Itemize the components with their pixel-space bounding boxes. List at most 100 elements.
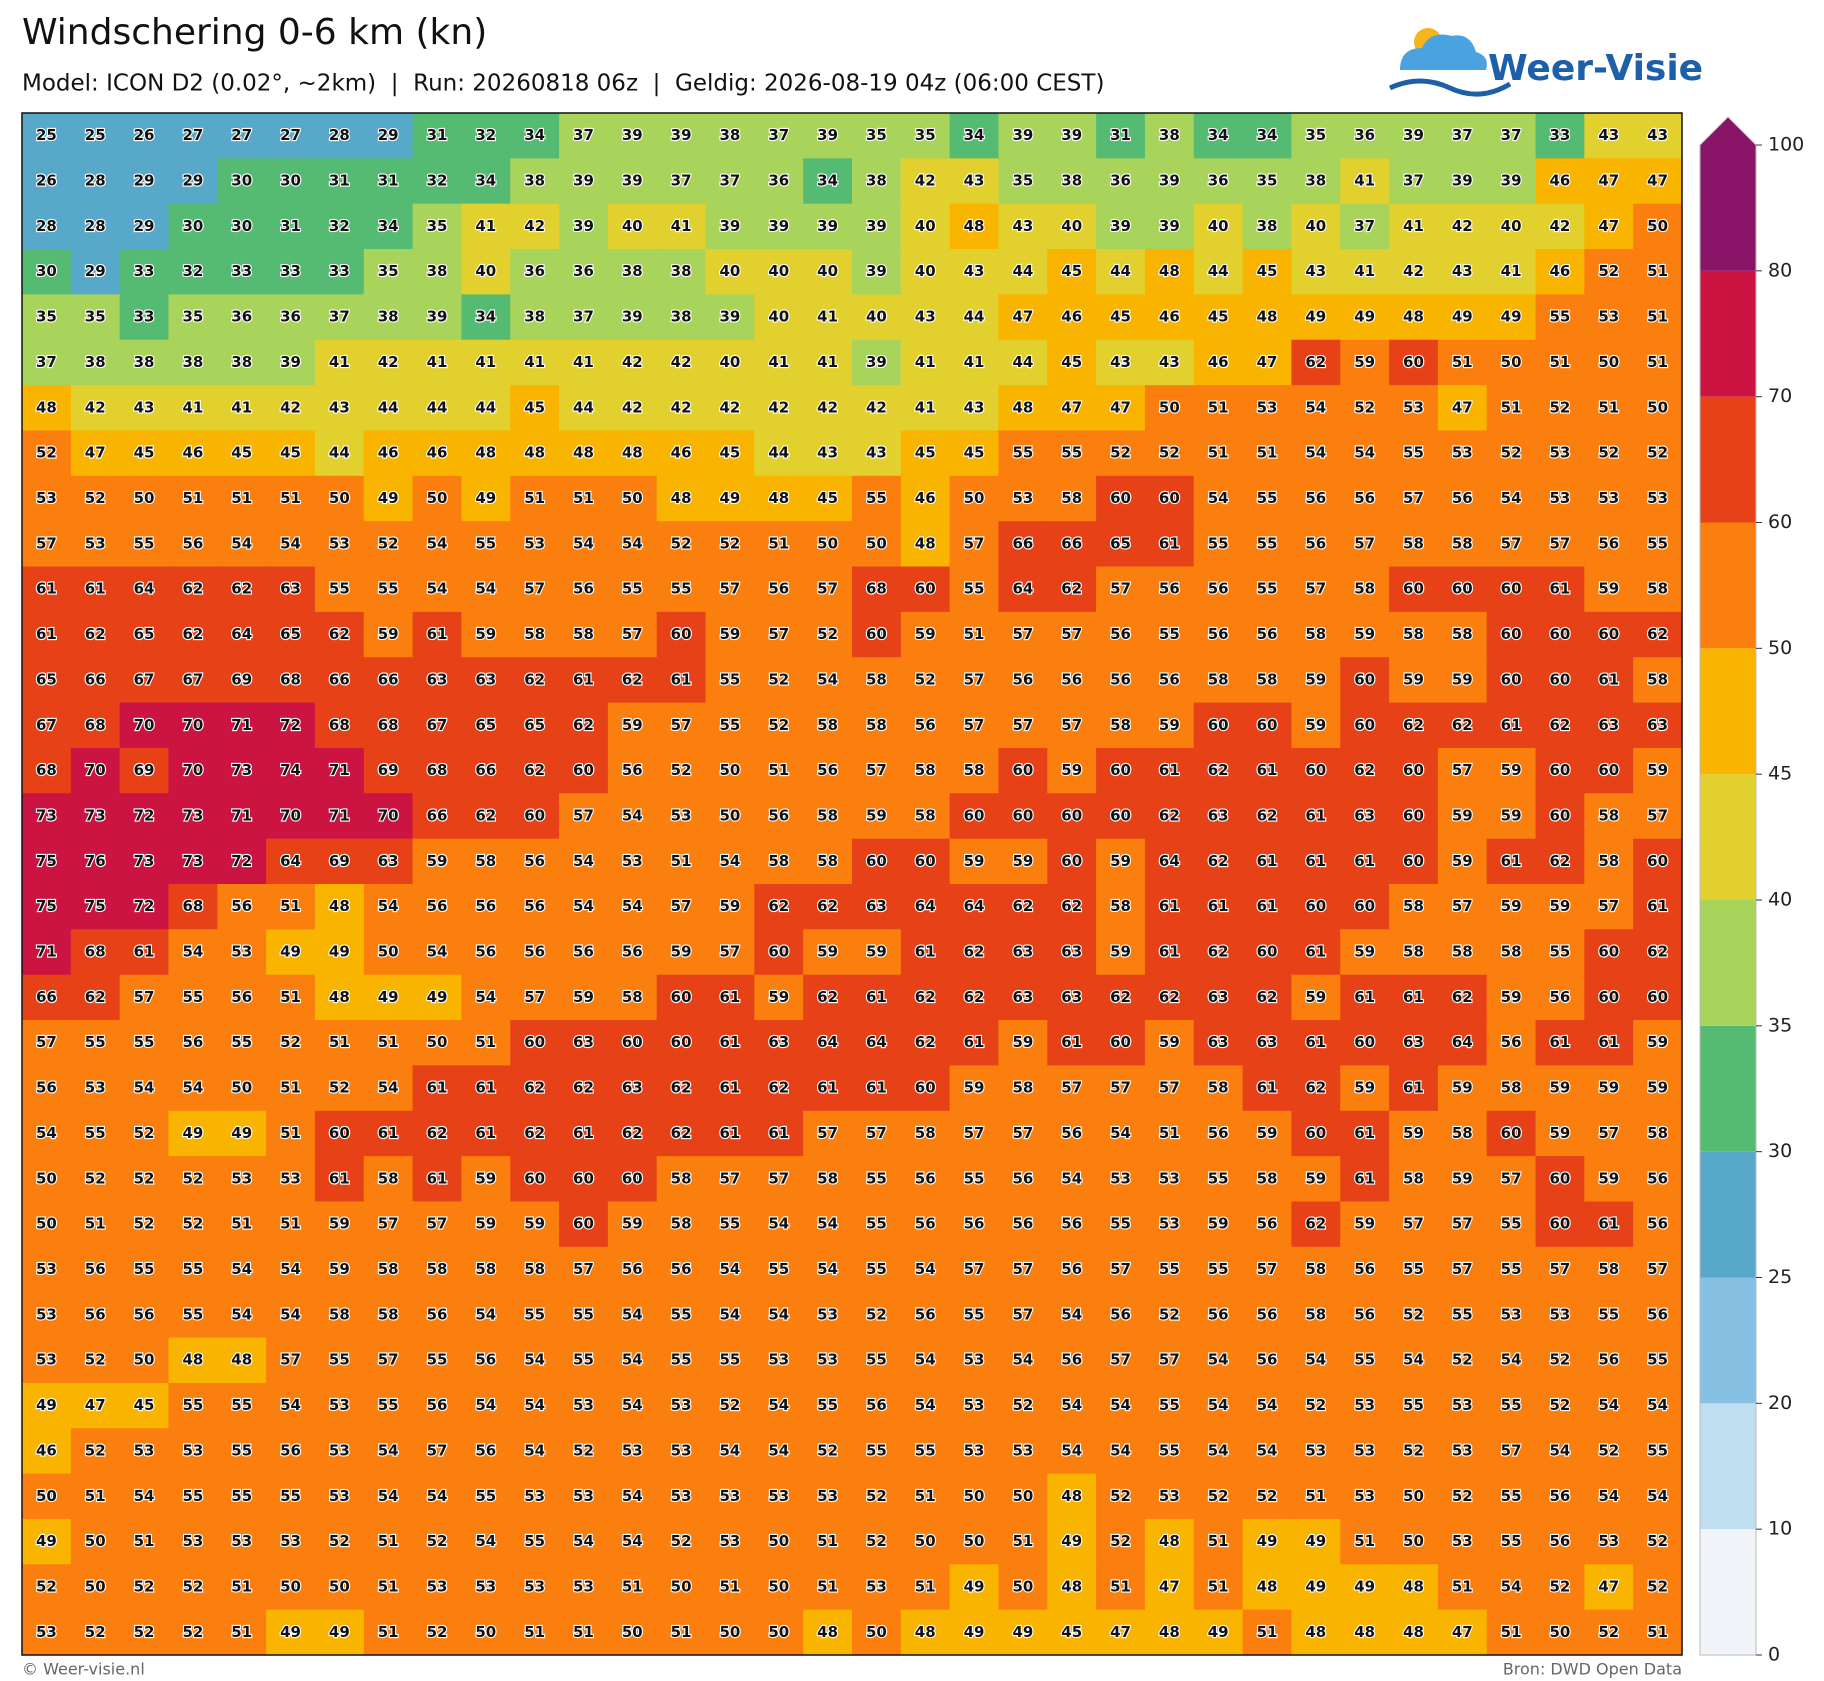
grid-value: 52 — [671, 761, 692, 779]
grid-value: 58 — [1452, 534, 1473, 552]
grid-value: 56 — [1598, 1351, 1619, 1369]
grid-value: 50 — [720, 761, 741, 779]
grid-cell — [314, 1337, 365, 1384]
grid-cell — [1096, 1065, 1146, 1112]
grid-cell — [168, 884, 218, 930]
grid-cell — [1193, 747, 1244, 794]
grid-cell — [1389, 1201, 1439, 1248]
grid-value: 54 — [378, 1487, 399, 1505]
grid-cell — [70, 793, 121, 840]
grid-value: 50 — [720, 806, 741, 824]
grid-value: 53 — [475, 1577, 496, 1595]
grid-cell — [656, 1292, 707, 1339]
grid-cell — [998, 249, 1048, 295]
grid-cell — [949, 203, 999, 250]
grid-value: 55 — [1159, 1441, 1180, 1459]
grid-cell — [559, 113, 609, 159]
grid-value: 62 — [1647, 943, 1668, 961]
grid-cell — [1340, 113, 1390, 159]
grid-cell — [1096, 521, 1146, 568]
grid-value: 56 — [915, 1215, 936, 1233]
colorbar-band — [1700, 1025, 1756, 1152]
grid-cell — [1389, 430, 1439, 477]
grid-cell — [70, 1156, 121, 1202]
grid-value: 38 — [1159, 126, 1180, 144]
grid-value: 50 — [427, 1033, 448, 1051]
grid-value: 51 — [1598, 398, 1619, 416]
grid-value: 31 — [427, 126, 448, 144]
grid-cell — [1047, 339, 1097, 386]
grid-cell — [949, 158, 999, 205]
grid-cell — [754, 747, 804, 794]
grid-value: 53 — [671, 806, 692, 824]
grid-cell — [656, 1337, 707, 1384]
grid-cell — [1389, 249, 1439, 295]
grid-cell — [266, 1246, 316, 1293]
grid-value: 54 — [573, 897, 594, 915]
grid-cell — [1193, 884, 1244, 930]
grid-cell — [949, 1156, 999, 1202]
grid-value: 56 — [1354, 1260, 1375, 1278]
grid-value: 54 — [1354, 444, 1375, 462]
grid-value: 34 — [1208, 126, 1229, 144]
grid-value: 52 — [1550, 1577, 1571, 1595]
colorbar-tick-label: 10 — [1768, 1518, 1792, 1540]
grid-value: 52 — [1403, 1441, 1424, 1459]
grid-cell — [314, 1201, 365, 1248]
grid-cell — [119, 294, 169, 341]
grid-cell — [754, 1382, 804, 1429]
grid-cell — [803, 339, 853, 386]
grid-value: 55 — [1061, 444, 1082, 462]
grid-cell — [168, 1065, 218, 1112]
grid-cell — [168, 1292, 218, 1339]
grid-value: 62 — [1305, 1215, 1326, 1233]
grid-value: 57 — [1550, 1260, 1571, 1278]
grid-cell — [363, 1382, 414, 1429]
grid-value: 61 — [720, 1033, 741, 1051]
grid-value: 55 — [329, 1351, 350, 1369]
grid-value: 39 — [1159, 217, 1180, 235]
grid-value: 62 — [475, 806, 496, 824]
grid-value: 51 — [280, 897, 301, 915]
grid-value: 51 — [280, 1215, 301, 1233]
colorbar-tick-label: 50 — [1768, 637, 1792, 659]
grid-cell — [900, 702, 951, 749]
grid-value: 57 — [720, 1169, 741, 1187]
grid-cell — [1242, 475, 1292, 522]
grid-cell — [803, 385, 853, 431]
grid-value: 52 — [427, 1623, 448, 1641]
grid-cell — [510, 702, 560, 749]
grid-cell — [70, 1065, 121, 1112]
grid-value: 54 — [573, 852, 594, 870]
grid-value: 56 — [85, 1305, 106, 1323]
grid-cell — [949, 249, 999, 295]
grid-value: 55 — [1501, 1487, 1522, 1505]
grid-value: 38 — [524, 172, 545, 190]
grid-cell — [168, 475, 218, 522]
grid-value: 58 — [1257, 1169, 1278, 1187]
grid-value: 48 — [1403, 308, 1424, 326]
grid-value: 48 — [36, 398, 57, 416]
grid-value: 50 — [280, 1577, 301, 1595]
grid-value: 58 — [378, 1169, 399, 1187]
grid-value: 56 — [231, 897, 252, 915]
grid-cell — [1437, 1382, 1488, 1429]
grid-value: 45 — [1061, 1623, 1082, 1641]
grid-value: 54 — [1305, 444, 1326, 462]
grid-value: 72 — [134, 806, 155, 824]
grid-cell — [1584, 838, 1634, 885]
grid-value: 33 — [134, 262, 155, 280]
grid-cell — [510, 430, 560, 477]
grid-cell — [656, 294, 707, 341]
grid-cell — [22, 158, 72, 205]
grid-value: 55 — [866, 1215, 887, 1233]
grid-cell — [900, 1065, 951, 1112]
grid-cell — [1389, 203, 1439, 250]
grid-cell — [803, 1382, 853, 1429]
grid-value: 48 — [1305, 1623, 1326, 1641]
grid-value: 57 — [1354, 534, 1375, 552]
grid-value: 51 — [280, 1124, 301, 1142]
grid-value: 57 — [1110, 580, 1131, 598]
grid-cell — [949, 1292, 999, 1339]
grid-cell — [266, 657, 316, 704]
